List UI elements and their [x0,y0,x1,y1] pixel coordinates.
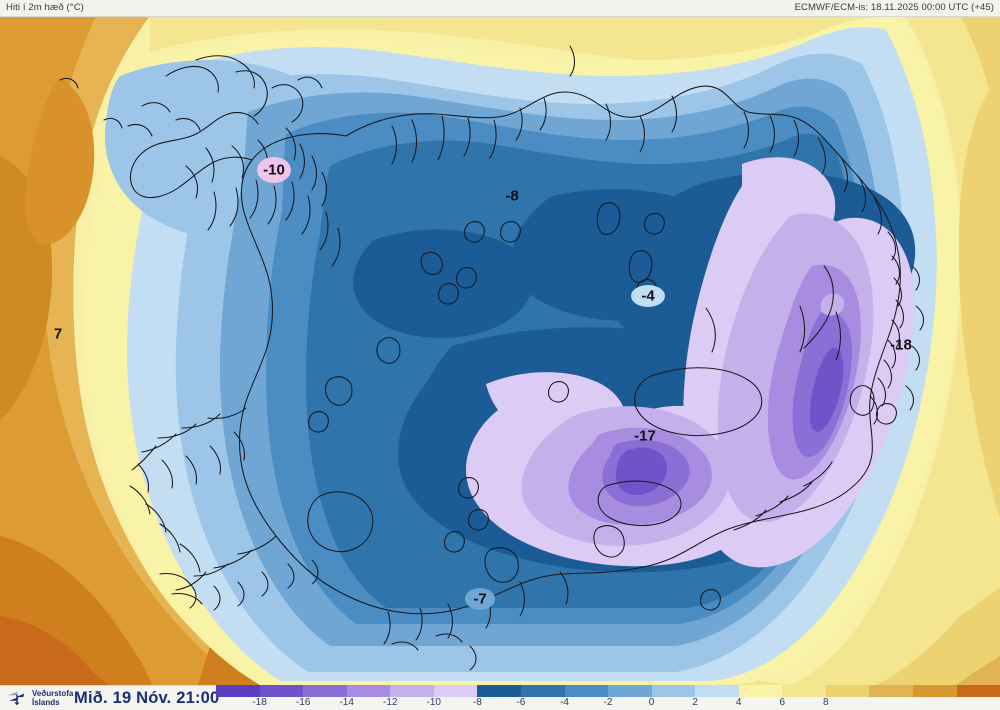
colorbar-band-15 [869,685,913,697]
colorbar-band-17 [956,685,1000,697]
colorbar-band-0 [216,685,260,697]
weather-vane-icon [8,691,25,706]
label-halo-minus10 [257,157,291,183]
label-halo-minus8 [498,184,526,208]
colorbar-band-12 [738,685,783,697]
page-title: Hiti í 2m hæð (°C) [6,2,84,13]
colorbar-band-8 [564,685,609,697]
map-label-minus10: -10 [263,161,285,179]
colorbar-band-11 [695,685,739,697]
logo-text: Veðurstofa Íslands [32,689,73,707]
colorbar-tick--14: -14 [339,697,354,708]
contour-field [0,16,1000,685]
colorbar-ticks: -18 -16 -14 -12 -10 -8 -6 -4 -2 0 2 4 6 8 [216,697,1000,709]
map-label-minus7: -7 [473,590,487,608]
temperature-map[interactable]: -10 -8 -4 -18 -17 7 -7 [0,16,1000,685]
colorbar-band-1 [259,685,304,697]
colorbar-tick--10: -10 [426,697,441,708]
colorbar-bands [216,685,1000,697]
logo-line-1: Veðurstofa [32,689,74,698]
map-header: Hiti í 2m hæð (°C) ECMWF/ECM-is: 18.11.2… [0,0,1000,17]
label-halo-minus4 [631,285,665,307]
colorbar-tick-8: 8 [822,697,829,708]
colorbar-band-5 [433,685,478,697]
label-halo-minus7 [465,588,495,610]
colorbar-tick--16: -16 [295,697,311,708]
colorbar-tick--8: -8 [472,697,482,708]
colorbar-band-3 [346,685,391,697]
colorbar-band-13 [782,685,826,697]
colorbar-tick-4: 4 [735,697,742,708]
colorbar-band-14 [825,685,870,697]
colorbar-tick-2: 2 [692,697,698,708]
colorbar-tick--12: -12 [382,697,398,708]
temperature-colorbar[interactable]: -18 -16 -14 -12 -10 -8 -6 -4 -2 0 2 4 6 8 [216,685,1000,709]
model-run-info: ECMWF/ECM-is: 18.11.2025 00:00 UTC (+45) [794,2,994,13]
colorbar-tick--2: -2 [603,697,613,708]
vedurstofa-logo[interactable]: Veðurstofa Íslands [6,689,73,707]
colorbar-band-16 [913,685,957,697]
map-label-minus17: -17 [634,427,656,445]
map-label-minus8: -8 [505,187,519,205]
colorbar-band-10 [651,685,696,697]
colorbar-tick-0: 0 [648,697,655,708]
colorbar-tick-6: 6 [779,697,785,708]
colorbar-tick--6: -6 [516,697,526,708]
colorbar-tick--18: -18 [252,697,267,708]
colorbar-band-4 [390,685,434,697]
map-label-7: 7 [53,325,63,343]
coastline [59,45,925,671]
colorbar-tick--4: -4 [559,697,569,708]
map-label-minus4: -4 [641,287,655,305]
map-label-minus18: -18 [890,336,912,354]
colorbar-band-2 [303,685,347,697]
logo-line-2: Íslands [32,698,60,707]
colorbar-band-6 [477,685,521,697]
colorbar-band-9 [608,685,652,697]
forecast-timestamp: Mið. 19 Nóv. 21:00 [74,689,220,707]
colorbar-band-7 [520,685,565,697]
